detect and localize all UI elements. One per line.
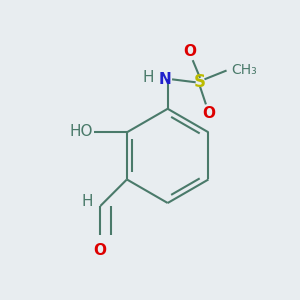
- Text: S: S: [194, 73, 206, 91]
- Text: HO: HO: [70, 124, 93, 139]
- Text: H: H: [143, 70, 154, 86]
- Text: O: O: [183, 44, 196, 59]
- Text: O: O: [93, 243, 106, 258]
- Text: H: H: [82, 194, 93, 209]
- Text: O: O: [202, 106, 215, 121]
- Text: N: N: [158, 72, 171, 87]
- Text: CH₃: CH₃: [231, 64, 257, 77]
